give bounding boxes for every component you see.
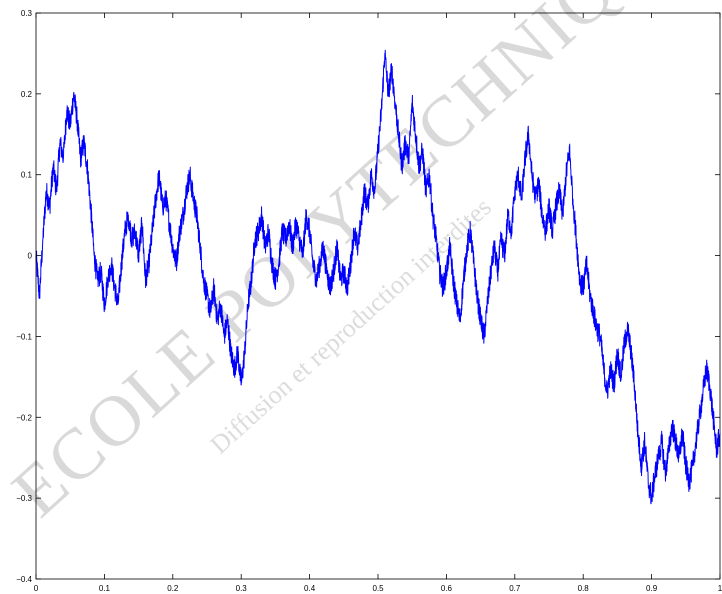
- series-layer: [35, 49, 721, 505]
- y-tick-label: 0.2: [21, 90, 33, 99]
- x-tick-label: 0.8: [578, 584, 590, 593]
- y-tick-label: 0.3: [21, 9, 33, 18]
- y-tick-label: 0: [28, 252, 33, 261]
- x-tick-label: 0.5: [372, 584, 384, 593]
- y-axis: −0.4 −0.3 −0.2 −0.1 0 0.1 0.2 0.3: [16, 9, 720, 584]
- x-axis: 0 0.1 0.2 0.3 0.4 0.5 0.6 0.7 0.8 0.9 1: [34, 13, 722, 593]
- series-line: [35, 49, 721, 505]
- x-tick-label: 1: [718, 584, 722, 593]
- x-tick-label: 0.6: [441, 584, 453, 593]
- x-tick-label: 0.9: [646, 584, 658, 593]
- y-tick-label: −0.3: [16, 494, 32, 503]
- y-tick-label: −0.2: [16, 413, 32, 422]
- x-tick-label: 0.2: [167, 584, 179, 593]
- y-tick-label: −0.1: [16, 332, 32, 341]
- y-tick-label: −0.4: [16, 575, 32, 584]
- x-tick-label: 0.1: [99, 584, 111, 593]
- x-tick-label: 0.7: [509, 584, 521, 593]
- x-tick-label: 0: [34, 584, 39, 593]
- y-tick-label: 0.1: [21, 171, 33, 180]
- x-tick-label: 0.3: [236, 584, 248, 593]
- x-tick-label: 0.4: [304, 584, 316, 593]
